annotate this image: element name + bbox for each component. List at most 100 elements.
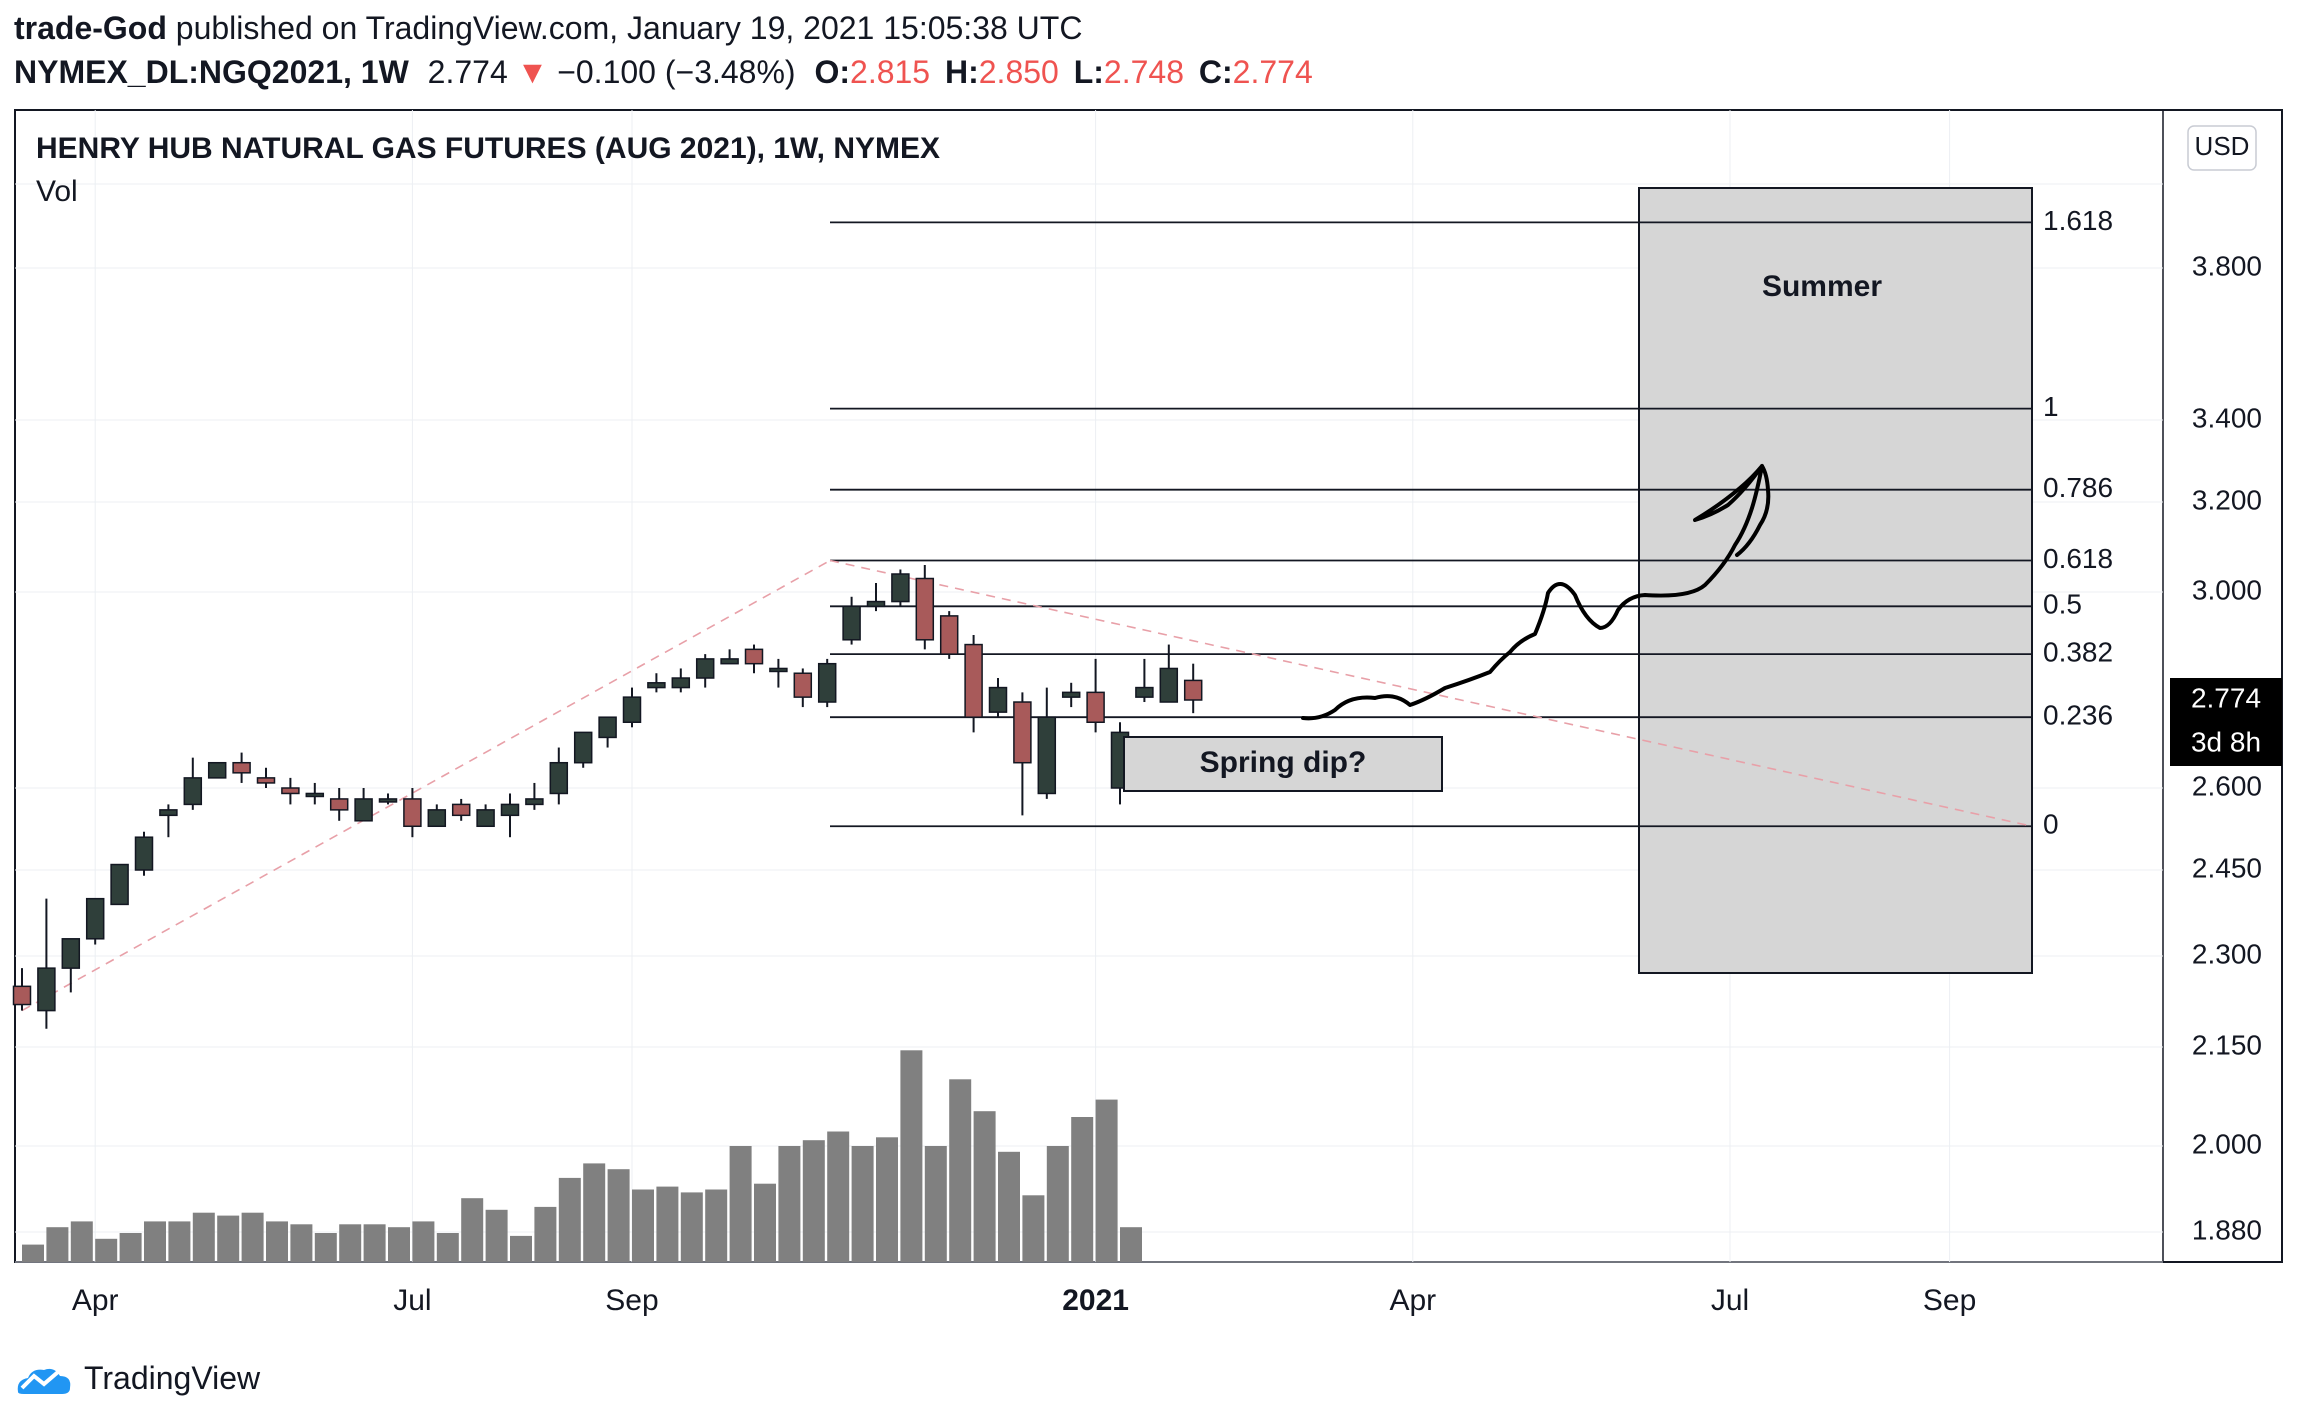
price-change: −0.100 (−3.48%): [557, 54, 796, 90]
volume-bar: [119, 1233, 142, 1262]
author-name[interactable]: trade-God: [14, 10, 167, 46]
candle-body[interactable]: [1013, 701, 1032, 764]
volume-bar: [46, 1227, 69, 1262]
currency-button[interactable]: [2187, 125, 2257, 171]
volume-bar: [729, 1146, 752, 1262]
candle-body[interactable]: [598, 716, 617, 739]
candle-body[interactable]: [354, 798, 373, 822]
volume-bar: [266, 1221, 288, 1262]
summer-box-label: Summer: [1762, 270, 1882, 303]
volume-bar: [1071, 1117, 1094, 1262]
candle-body[interactable]: [1183, 679, 1203, 701]
volume-bar: [680, 1192, 703, 1262]
candle-body[interactable]: [769, 667, 788, 673]
candle-body[interactable]: [525, 798, 544, 806]
down-arrow-icon: ▼: [516, 54, 549, 90]
volume-bar: [534, 1206, 557, 1262]
volume-bar: [1046, 1146, 1069, 1262]
candle-body[interactable]: [891, 573, 910, 603]
last-price-tag: [2170, 678, 2282, 722]
summer-box[interactable]: [1638, 187, 2033, 974]
candle-body[interactable]: [451, 803, 471, 817]
candle-body[interactable]: [695, 658, 715, 679]
candle-body[interactable]: [329, 798, 349, 811]
candle-body[interactable]: [500, 803, 520, 817]
volume-bar: [900, 1050, 923, 1262]
candle-body[interactable]: [939, 615, 959, 655]
candle-body[interactable]: [232, 761, 251, 774]
price-axis-tick: 2.300: [2192, 938, 2262, 969]
candle-body[interactable]: [793, 672, 813, 698]
volume-bar: [22, 1244, 44, 1262]
trendline-down[interactable]: [829, 559, 2033, 828]
price-axis-tick: 3.200: [2192, 484, 2262, 515]
volume-bar: [412, 1221, 435, 1262]
candle-body[interactable]: [61, 938, 81, 969]
symbol-line: NYMEX_DL:NGQ2021, 1W 2.774 ▼ −0.100 (−3.…: [14, 54, 1319, 91]
fib-ratio-label: 0: [2043, 809, 2059, 840]
symbol-name: NYMEX_DL:NGQ2021, 1W: [14, 54, 409, 90]
candle-body[interactable]: [671, 677, 691, 689]
candle-body[interactable]: [915, 577, 935, 641]
candle-body[interactable]: [159, 809, 178, 817]
fib-ratio-label: 1: [2043, 391, 2059, 422]
candle-body[interactable]: [842, 605, 861, 641]
last-price-tag-label: 2.774: [2191, 682, 2261, 713]
volume-bar: [241, 1212, 264, 1262]
candle-body[interactable]: [744, 648, 764, 665]
spring-dip-box[interactable]: [1123, 736, 1443, 792]
candle-body[interactable]: [1086, 691, 1105, 724]
candle-body[interactable]: [110, 863, 129, 906]
candle-body[interactable]: [12, 985, 32, 1006]
price-axis-tick: 1.880: [2192, 1214, 2262, 1245]
projection-path-drawing[interactable]: [1301, 464, 1771, 721]
low-label: L:: [1073, 54, 1104, 90]
candle-body[interactable]: [305, 792, 325, 798]
candle-body[interactable]: [1135, 686, 1154, 698]
candle-body[interactable]: [1037, 716, 1057, 795]
footer-brand-label: TradingView: [84, 1360, 261, 1396]
price-axis-tick: 3.400: [2192, 402, 2262, 433]
price-axis-tick: 2.600: [2192, 770, 2262, 801]
candle-body[interactable]: [573, 731, 593, 764]
candle-body[interactable]: [720, 658, 739, 665]
candle-body[interactable]: [183, 777, 203, 806]
chart-title: HENRY HUB NATURAL GAS FUTURES (AUG 2021)…: [36, 132, 940, 165]
volume-bar: [1022, 1195, 1045, 1262]
candle-body[interactable]: [622, 696, 642, 724]
candle-body[interactable]: [647, 682, 666, 689]
candle-body[interactable]: [281, 787, 300, 795]
countdown-tag: [2170, 722, 2282, 766]
time-axis-tick: 2021: [1062, 1284, 1129, 1317]
footer-brand[interactable]: TradingView: [14, 1360, 260, 1397]
open-value: 2.815: [850, 54, 931, 90]
volume-bar: [656, 1186, 679, 1262]
volume-bar: [802, 1140, 825, 1262]
countdown-tag-label: 3d 8h: [2191, 726, 2261, 757]
trendline-up[interactable]: [21, 559, 831, 1012]
volume-bar: [314, 1233, 337, 1262]
candle-body[interactable]: [549, 761, 569, 795]
candle-body[interactable]: [378, 798, 398, 803]
high-label: H:: [944, 54, 979, 90]
time-axis-tick: Jul: [393, 1284, 431, 1317]
candle-body[interactable]: [1061, 691, 1081, 698]
candle-body[interactable]: [134, 836, 154, 871]
candle-body[interactable]: [964, 643, 983, 718]
candle-body[interactable]: [817, 662, 837, 703]
candle-body[interactable]: [37, 967, 56, 1012]
candle-body[interactable]: [988, 686, 1008, 713]
candle-body[interactable]: [403, 798, 422, 828]
candle-body[interactable]: [207, 761, 227, 779]
volume-bar: [778, 1146, 801, 1262]
volume-legend-label: Vol: [36, 175, 78, 208]
candle-body[interactable]: [85, 897, 105, 940]
candle-body[interactable]: [427, 809, 447, 828]
candle-body[interactable]: [476, 809, 495, 828]
candle-body[interactable]: [866, 600, 886, 608]
candle-body[interactable]: [256, 777, 276, 784]
volume-bar: [192, 1212, 215, 1262]
candle-body[interactable]: [1159, 667, 1179, 703]
time-axis-tick: Sep: [605, 1284, 658, 1317]
